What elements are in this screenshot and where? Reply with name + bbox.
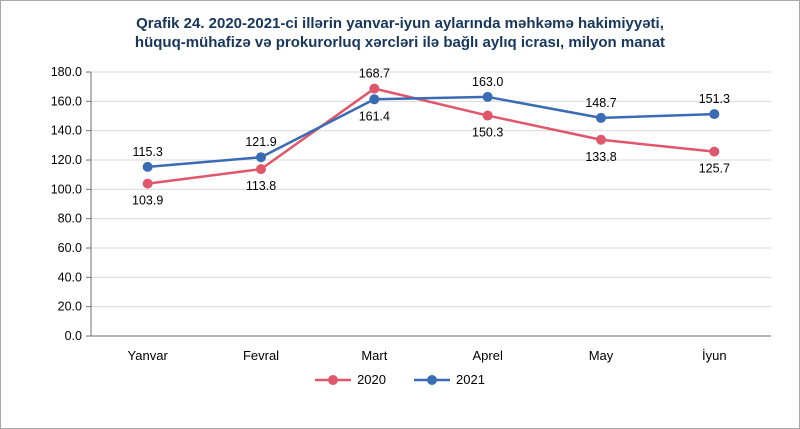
chart-title: Qrafik 24. 2020-2021-ci illərin yanvar-i… — [1, 1, 799, 52]
series-marker-2021 — [482, 91, 493, 102]
data-label-2021: 161.4 — [359, 109, 390, 123]
data-label-2020: 150.3 — [472, 126, 503, 140]
legend-label-2020: 2020 — [357, 372, 386, 387]
chart-title-line1: Qrafik 24. 2020-2021-ci illərin yanvar-i… — [136, 15, 664, 32]
series-marker-2021 — [709, 109, 720, 120]
legend-label-2021: 2021 — [456, 372, 485, 387]
legend-marker-2020 — [315, 374, 352, 385]
data-label-2021: 151.3 — [699, 92, 730, 106]
y-axis-label: 0.0 — [65, 329, 82, 343]
data-label-2020: 125.7 — [699, 162, 730, 176]
series-marker-2021 — [596, 112, 606, 123]
legend-dot — [328, 374, 339, 385]
data-label-2021: 115.3 — [132, 145, 162, 159]
series-marker-2020 — [709, 146, 720, 157]
legend-marker-2021 — [414, 374, 450, 385]
x-axis-label: Aprel — [472, 348, 502, 363]
legend-dot — [427, 374, 437, 385]
series-marker-2020 — [256, 164, 266, 175]
series-marker-2020 — [482, 110, 493, 121]
y-axis-label: 120.0 — [51, 153, 82, 167]
series-line-2020 — [147, 87, 715, 185]
data-label-2021: 148.7 — [585, 96, 616, 110]
data-label-2020: 103.9 — [132, 194, 163, 208]
data-label-2020: 133.8 — [585, 150, 616, 164]
x-axis-label: Mart — [361, 348, 387, 363]
legend-item-2021: 2021 — [414, 372, 485, 387]
series-marker-2020 — [596, 134, 606, 145]
series-marker-2021 — [256, 152, 266, 163]
y-axis-label: 180.0 — [51, 65, 82, 79]
series-marker-2020 — [142, 178, 153, 189]
x-axis-label: Yanvar — [128, 348, 169, 363]
x-axis-label: Fevral — [243, 348, 279, 363]
chart-legend: 2020 2021 — [1, 372, 799, 387]
data-label-2021: 121.9 — [245, 135, 276, 149]
y-axis-label: 40.0 — [58, 270, 82, 284]
series-marker-2021 — [369, 94, 380, 105]
series-line-2021 — [147, 95, 715, 169]
line-chart: 0.0 20.0 40.0 60.0 80.0 100.0 120.0 140.0 160.0 1… — [51, 65, 771, 363]
series-marker-2021 — [142, 161, 153, 172]
chart-title-line2: hüquq-mühafizə və prokurorluq xərcləri i… — [134, 34, 666, 51]
data-label-2020: 168.7 — [359, 67, 390, 81]
data-label-2020: 113.8 — [246, 179, 276, 193]
y-axis-label: 80.0 — [58, 212, 82, 226]
legend-item-2020: 2020 — [315, 372, 386, 387]
y-axis-label: 140.0 — [51, 124, 82, 138]
y-axis-label: 60.0 — [58, 241, 82, 255]
x-axis-label: İyun — [702, 348, 727, 363]
y-axis-label: 20.0 — [58, 300, 82, 314]
y-axis-label: 160.0 — [51, 94, 82, 108]
y-axis-label: 100.0 — [51, 182, 82, 196]
series-marker-2020 — [369, 83, 380, 94]
x-axis-label: May — [589, 348, 614, 363]
data-label-2021: 163.0 — [472, 75, 503, 89]
